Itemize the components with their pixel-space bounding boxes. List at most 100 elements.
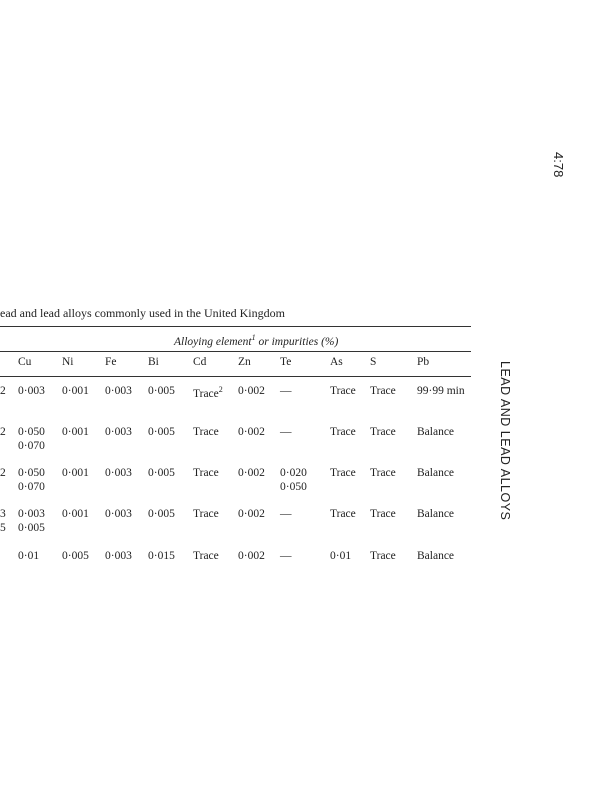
row-stub: 5 (0, 522, 6, 534)
table-caption: ead and lead alloys commonly used in the… (0, 306, 285, 320)
table-cell: Balance (417, 508, 454, 520)
cell-text: 0·002 (238, 385, 265, 397)
cell-text: Trace (330, 467, 356, 479)
table-cell: 0·005 (148, 467, 175, 479)
column-header-pb: Pb (417, 356, 430, 368)
table-cell: 0·002 (238, 426, 265, 438)
table-cell: 0·002 (238, 508, 265, 520)
cell-text: 0·050 (18, 426, 45, 438)
table-cell: Trace (193, 550, 219, 562)
row-stub: 2 (0, 467, 6, 479)
table-cell: 0·002 (238, 550, 265, 562)
cell-text: 0·005 (148, 508, 175, 520)
cell-text: Trace (370, 426, 396, 438)
table-cell: Trace2 (193, 385, 223, 400)
table-cell: 0·015 (148, 550, 175, 562)
cell-text: 0·005 (148, 385, 175, 397)
cell-text: Balance (417, 508, 455, 520)
table-cell: 0·002 (238, 385, 265, 397)
cell-text: — (280, 426, 292, 438)
table-cell: 0·002 (238, 467, 265, 479)
table-cell: 0·005 (148, 508, 175, 520)
cell-text: Trace (370, 385, 396, 397)
table-cell: 0·070 (18, 440, 45, 452)
cell-text: 0·001 (62, 426, 89, 438)
cell-text: Trace (193, 387, 219, 400)
group-rule (0, 351, 471, 352)
table-cell: — (280, 508, 292, 520)
table-cell: 0·005 (18, 522, 45, 534)
table-cell: Trace (330, 426, 356, 438)
cell-text: 0·070 (18, 481, 45, 493)
cell-text: Trace (193, 508, 219, 520)
cell-text: Trace (370, 550, 396, 562)
cell-text: 0·005 (18, 522, 45, 534)
table-cell: 0·01 (330, 550, 351, 562)
cell-text: 0·003 (105, 550, 132, 562)
column-header-te: Te (280, 356, 292, 368)
table-cell: 0·003 (105, 385, 132, 397)
table-cell: 0·005 (148, 426, 175, 438)
table-cell: 0·005 (62, 550, 89, 562)
cell-text: 0·005 (62, 550, 89, 562)
cell-text: 99·99 min (417, 385, 465, 397)
cell-text: 0·002 (238, 426, 265, 438)
cell-text: 0·001 (62, 467, 89, 479)
cell-text: 0·001 (62, 508, 89, 520)
cell-text: 0·003 (105, 467, 132, 479)
table-cell: 0·001 (62, 385, 89, 397)
table-cell: Trace (330, 467, 356, 479)
column-header-zn: Zn (238, 356, 251, 368)
cell-text: Trace (193, 550, 219, 562)
page-number: 4:78 (551, 152, 566, 178)
table-cell: Trace (370, 550, 396, 562)
cell-text: 0·01 (18, 550, 40, 562)
table-cell: Trace (193, 426, 219, 438)
cell-text: — (280, 508, 292, 520)
table-cell: Trace (330, 385, 356, 397)
cell-text: 0·003 (18, 508, 45, 520)
cell-text: Balance (417, 550, 455, 562)
table-cell: Trace (370, 426, 396, 438)
cell-text: Balance (417, 426, 455, 438)
column-header-fe: Fe (105, 356, 117, 368)
table-cell: Balance (417, 467, 454, 479)
cell-text: Trace (370, 467, 396, 479)
table-cell: 0·003 (18, 508, 45, 520)
cell-text: 0·003 (105, 426, 132, 438)
cell-text: 0·003 (18, 385, 45, 397)
cell-text: Trace (193, 426, 219, 438)
table-cell: 0·001 (62, 426, 89, 438)
row-stub: 2 (0, 426, 6, 438)
header-rule (0, 376, 471, 377)
column-header-ni: Ni (62, 356, 74, 368)
cell-text: — (280, 385, 292, 397)
table-cell: 0·001 (62, 508, 89, 520)
cell-text: Trace (193, 467, 219, 479)
column-header-cu: Cu (18, 356, 32, 368)
cell-text: 0·020 (280, 467, 307, 479)
table-cell: 0·070 (18, 481, 45, 493)
table-cell: 0·003 (105, 550, 132, 562)
cell-text: 0·015 (148, 550, 175, 562)
table-cell: — (280, 550, 292, 562)
cell-text: 0·002 (238, 550, 265, 562)
cell-text: — (280, 550, 292, 562)
cell-text: 0·002 (238, 467, 265, 479)
cell-text: 0·002 (238, 508, 265, 520)
cell-text: 0·050 (280, 481, 307, 493)
running-head: LEAD AND LEAD ALLOYS (498, 361, 512, 521)
table-cell: 0·01 (18, 550, 39, 562)
cell-text: 0·070 (18, 440, 45, 452)
table-cell: Trace (370, 508, 396, 520)
column-header-as: As (330, 356, 343, 368)
cell-text: Trace (370, 508, 396, 520)
table-cell: 0·003 (105, 467, 132, 479)
table-cell: 0·020 (280, 467, 307, 479)
table-cell: 0·003 (105, 508, 132, 520)
table-cell: — (280, 426, 292, 438)
cell-text: 0·050 (18, 467, 45, 479)
footnote-marker: 2 (218, 385, 223, 394)
table-cell: 0·003 (18, 385, 45, 397)
